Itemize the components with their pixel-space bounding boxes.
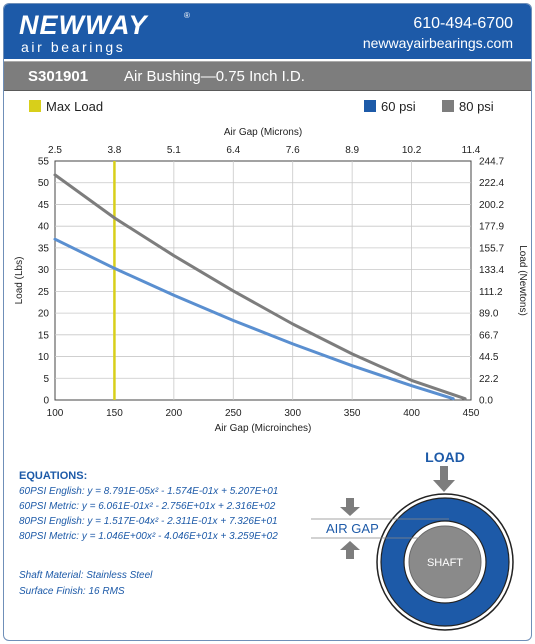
y2-tick-label: 133.4	[479, 265, 504, 276]
load-label: LOAD	[425, 449, 465, 465]
brand-logo: NEWWAY	[19, 10, 148, 40]
x2-tick-label: 8.9	[345, 145, 359, 156]
registered-mark: ®	[184, 11, 190, 20]
y-tick-label: 50	[38, 178, 50, 189]
y2-tick-label: 155.7	[479, 243, 504, 254]
max-load-swatch	[29, 100, 41, 112]
x-tick-label: 150	[106, 408, 123, 419]
legend-max-load-label: Max Load	[46, 99, 104, 114]
equation-60psi-english: 60PSI English: y = 8.791E-05x² - 1.574E-…	[19, 486, 278, 497]
y-tick-label: 0	[43, 396, 49, 407]
y2-tick-label: 44.5	[479, 352, 499, 363]
website-link[interactable]: newwayairbearings.com	[362, 35, 513, 51]
load-arrow-icon	[433, 466, 455, 492]
y2-tick-label: 89.0	[479, 309, 499, 320]
x2-tick-label: 6.4	[226, 145, 240, 156]
equation-80psi-metric: 80PSI Metric: y = 1.046E+00x² - 4.046E+0…	[19, 531, 278, 542]
equation-label: 80PSI English:	[19, 516, 85, 527]
60psi-swatch	[364, 100, 376, 112]
y-axis-label: Load (Lbs)	[14, 257, 25, 305]
y2-tick-label: 22.2	[479, 374, 499, 385]
y2-tick-label: 222.4	[479, 178, 504, 189]
y2-tick-label: 0.0	[479, 396, 493, 407]
x2-tick-label: 7.6	[286, 145, 300, 156]
y2-tick-label: 244.7	[479, 157, 504, 168]
y2-tick-label: 200.2	[479, 200, 504, 211]
x-tick-label: 250	[225, 408, 242, 419]
equations-title: EQUATIONS:	[19, 470, 88, 482]
y2-tick-label: 66.7	[479, 330, 499, 341]
shaft-material: Shaft Material: Stainless Steel	[19, 570, 153, 581]
phone-number[interactable]: 610-494-6700	[413, 15, 513, 32]
series-line-80psi	[53, 173, 467, 401]
equation-60psi-metric: 60PSI Metric: y = 6.061E-01x² - 2.756E+0…	[19, 501, 275, 512]
y2-tick-label: 177.9	[479, 222, 504, 233]
header-bar: NEWWAY ® air bearings 610-494-6700 newwa…	[4, 4, 531, 59]
y2-axis-label: Load (Newtons)	[517, 245, 528, 316]
shaft-label: SHAFT	[427, 557, 463, 569]
80psi-swatch	[442, 100, 454, 112]
legend-80psi-label: 80 psi	[459, 99, 494, 114]
y-tick-label: 35	[38, 243, 50, 254]
y-tick-label: 30	[38, 265, 50, 276]
equation-text: y = 1.046E+00x² - 4.046E+01x + 3.259E+02	[81, 531, 278, 542]
y-tick-label: 10	[38, 352, 50, 363]
legend-max-load: Max Load	[29, 99, 103, 117]
x2-tick-label: 2.5	[48, 145, 62, 156]
air-gap-label: AIR GAP	[326, 521, 379, 536]
product-title-bar: S301901 Air Bushing—0.75 Inch I.D.	[4, 61, 531, 91]
x-tick-label: 400	[403, 408, 420, 419]
equation-label: 60PSI English:	[19, 486, 85, 497]
x-tick-label: 300	[284, 408, 301, 419]
x-axis-label: Air Gap (Microinches)	[215, 423, 312, 434]
part-description: Air Bushing—0.75 Inch I.D.	[124, 68, 305, 85]
y-tick-label: 15	[38, 330, 50, 341]
x2-tick-label: 3.8	[107, 145, 121, 156]
legend-60psi: 60 psi	[364, 99, 416, 117]
equation-label: 60PSI Metric:	[19, 501, 80, 512]
x-tick-label: 450	[463, 408, 480, 419]
x2-tick-label: 10.2	[402, 145, 422, 156]
x2-axis-label: Air Gap (Microns)	[224, 127, 302, 138]
air-gap-arrow-top-icon	[340, 498, 360, 516]
y-tick-label: 40	[38, 222, 50, 233]
brand-tagline: air bearings	[21, 39, 126, 55]
legend-60psi-label: 60 psi	[381, 99, 416, 114]
x-tick-label: 100	[47, 408, 64, 419]
y-tick-label: 25	[38, 287, 50, 298]
y-tick-label: 45	[38, 200, 50, 211]
equation-text: y = 1.517E-04x² - 2.311E-01x + 7.326E+01	[87, 516, 278, 527]
y2-tick-label: 111.2	[479, 287, 503, 298]
y-tick-label: 5	[43, 374, 49, 385]
datasheet-frame: NEWWAY ® air bearings 610-494-6700 newwa…	[3, 3, 532, 641]
shaft: SHAFT	[408, 525, 482, 599]
x-tick-label: 200	[166, 408, 183, 419]
plot-area	[54, 160, 472, 401]
equation-label: 80PSI Metric:	[19, 531, 80, 542]
series-line-60psi	[53, 237, 455, 401]
surface-finish: Surface Finish: 16 RMS	[19, 586, 125, 597]
y-tick-label: 20	[38, 309, 50, 320]
y-tick-label: 55	[38, 157, 50, 168]
legend-80psi: 80 psi	[442, 99, 494, 117]
air-gap-arrow-bottom-icon	[340, 541, 360, 559]
x2-tick-label: 5.1	[167, 145, 181, 156]
equation-text: y = 6.061E-01x² - 2.756E+01x + 2.316E+02	[81, 501, 276, 512]
equation-80psi-english: 80PSI English: y = 1.517E-04x² - 2.311E-…	[19, 516, 278, 527]
bushing-diagram: LOAD SHAFT AIR GAP	[311, 449, 514, 631]
x2-tick-label: 11.4	[462, 145, 481, 156]
equation-text: y = 8.791E-05x² - 1.574E-01x + 5.207E+01	[87, 486, 279, 497]
part-number: S301901	[28, 68, 89, 85]
x-tick-label: 350	[344, 408, 361, 419]
